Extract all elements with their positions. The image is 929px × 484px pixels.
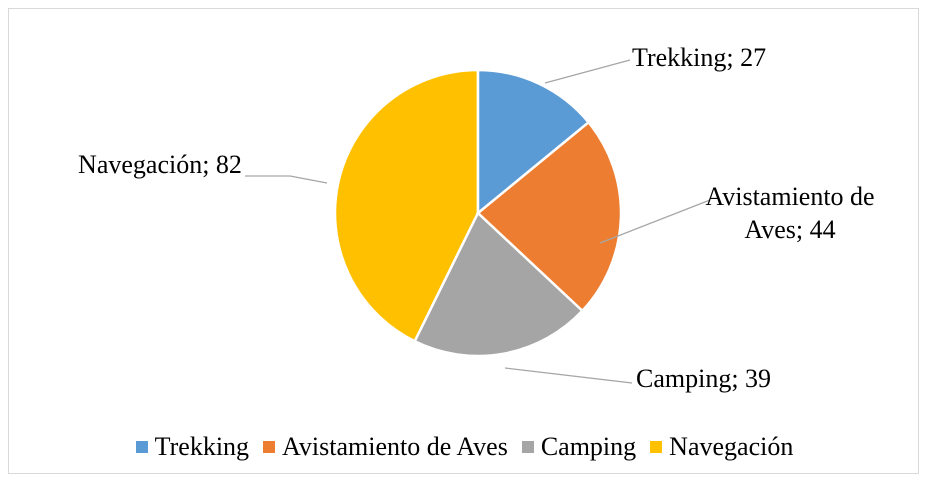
data-label: Camping; 39 [636, 364, 772, 393]
data-label: Trekking; 27 [632, 43, 767, 72]
legend-swatch [650, 441, 663, 453]
legend: Trekking Avistamiento de Aves Camping Naveg… [0, 432, 929, 462]
pie-slice [476, 68, 591, 216]
legend-swatch [135, 441, 148, 453]
pie-slice [333, 68, 480, 343]
leader-line [245, 175, 328, 184]
legend-label: Camping [540, 432, 637, 461]
legend-swatch [263, 441, 276, 453]
legend-label: Navegación [669, 432, 794, 461]
leader-line [599, 199, 711, 244]
leader-line [544, 59, 631, 84]
legend-item: Avistamiento de Aves [263, 432, 508, 462]
legend-label: Avistamiento de Aves [282, 432, 508, 461]
legend-item: Navegación [650, 432, 793, 462]
leader-line [504, 367, 633, 384]
chart-border [8, 8, 919, 474]
legend-label: Trekking [154, 432, 250, 461]
pie-slice [413, 210, 585, 358]
pie-slice [476, 120, 623, 313]
data-label: Navegación; 82 [78, 150, 242, 179]
data-label: Avistamiento de Aves; 44 [705, 182, 875, 244]
leader-lines [245, 59, 711, 384]
legend-item: Trekking [135, 432, 250, 462]
legend-item: Camping [521, 432, 637, 462]
legend-swatch [521, 441, 534, 453]
